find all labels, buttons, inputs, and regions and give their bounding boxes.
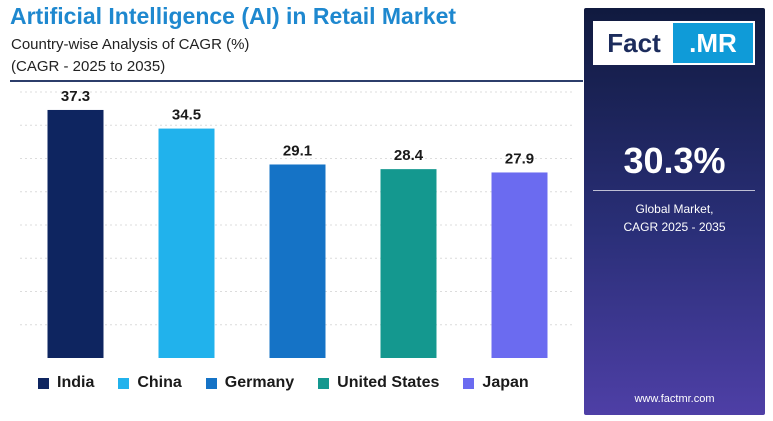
bar-germany <box>269 164 326 358</box>
logo-text-fact: Fact <box>595 23 673 63</box>
legend-item-united-states: United States <box>318 374 439 392</box>
legend-label: Germany <box>224 374 295 391</box>
bars <box>47 109 548 358</box>
global-cagr-label-line2: CAGR 2025 - 2035 <box>623 220 726 234</box>
bar-japan <box>491 172 548 358</box>
data-label-japan: 27.9 <box>505 150 534 167</box>
data-label-india: 37.3 <box>61 88 90 105</box>
legend-item-germany: Germany <box>205 374 295 392</box>
legend-label: China <box>137 374 182 391</box>
legend-label: Japan <box>482 374 529 391</box>
bar-united-states <box>380 169 437 358</box>
title-divider <box>10 80 583 82</box>
legend-item-china: China <box>118 374 182 392</box>
chart-period: (CAGR - 2025 to 2035) <box>11 58 166 75</box>
panel-divider <box>593 190 755 191</box>
data-label-united-states: 28.4 <box>394 147 424 164</box>
data-label-china: 34.5 <box>172 107 201 124</box>
legend-label: United States <box>337 374 440 391</box>
legend-swatch <box>318 377 330 389</box>
global-cagr-value: 30.3% <box>623 140 726 181</box>
chart-title: Artificial Intelligence (AI) in Retail M… <box>10 3 457 29</box>
data-labels: 37.3 34.5 29.1 28.4 27.9 <box>61 88 534 168</box>
logo-text-mr: .MR <box>673 23 753 63</box>
bar-china <box>158 128 215 358</box>
legend-swatch <box>38 377 49 389</box>
chart-legend: India China Germany United States Japan <box>38 374 529 392</box>
legend-swatch <box>463 377 475 389</box>
legend-item-india: India <box>38 374 94 392</box>
website-link[interactable]: www.factmr.com <box>634 393 715 405</box>
legend-swatch <box>205 377 217 389</box>
legend-item-japan: Japan <box>463 374 529 392</box>
side-panel: Fact .MR 30.3% Global Market, CAGR 2025 … <box>584 8 765 415</box>
bar-india <box>47 109 104 358</box>
chart-subtitle: Country-wise Analysis of CAGR (%) <box>11 36 250 53</box>
legend-swatch <box>118 377 130 389</box>
factmr-logo: Fact .MR <box>593 21 755 65</box>
data-label-germany: 29.1 <box>283 142 312 159</box>
global-cagr-label-line1: Global Market, <box>635 202 714 216</box>
bar-chart: 37.3 34.5 29.1 28.4 27.9 <box>20 88 575 358</box>
legend-label: India <box>57 374 95 391</box>
